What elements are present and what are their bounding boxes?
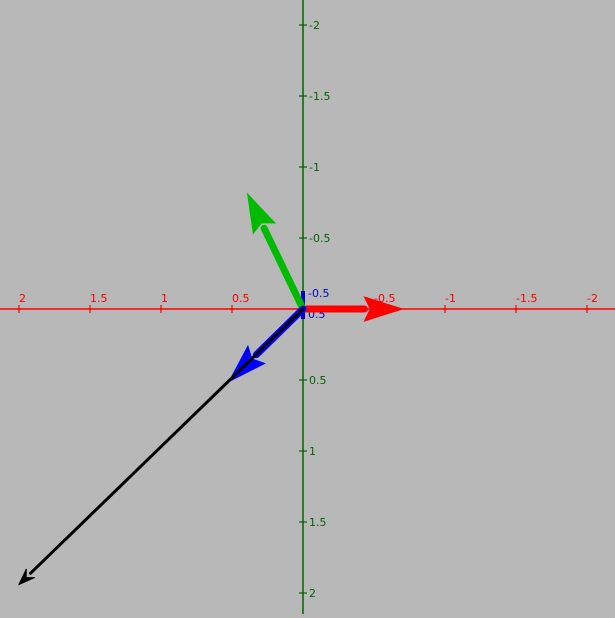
green-vector-head <box>246 192 277 235</box>
black-vector-head <box>17 568 35 586</box>
black-vector-shaft <box>28 307 305 575</box>
green-vector <box>246 192 307 313</box>
x-tick-label: -1.5 <box>516 292 537 305</box>
y-tick-label: 0.5 <box>309 374 327 387</box>
x-tick-label: 0.5 <box>232 292 250 305</box>
y-tick-label: -2 <box>309 19 320 32</box>
z-axis: -0.5 0.5 <box>301 287 329 321</box>
x-tick-label: -2 <box>587 292 598 305</box>
x-tick-label: 1 <box>161 292 168 305</box>
y-tick-label: 2 <box>309 587 316 600</box>
y-tick-label: -1.5 <box>309 90 330 103</box>
y-tick-label: 1 <box>309 445 316 458</box>
y-tick-label: -0.5 <box>309 232 330 245</box>
red-vector-head <box>363 296 405 322</box>
red-vector <box>299 296 405 322</box>
green-vector-shaft <box>260 224 307 313</box>
z-tick-label: -0.5 <box>308 287 329 300</box>
x-tick-label: -1 <box>445 292 456 305</box>
y-tick-label: -1 <box>309 161 320 174</box>
black-vector <box>17 307 305 586</box>
vectors <box>17 192 405 586</box>
x-tick-label: 1.5 <box>90 292 108 305</box>
y-tick-label: 1.5 <box>309 516 327 529</box>
x-tick-label: 2 <box>19 292 26 305</box>
